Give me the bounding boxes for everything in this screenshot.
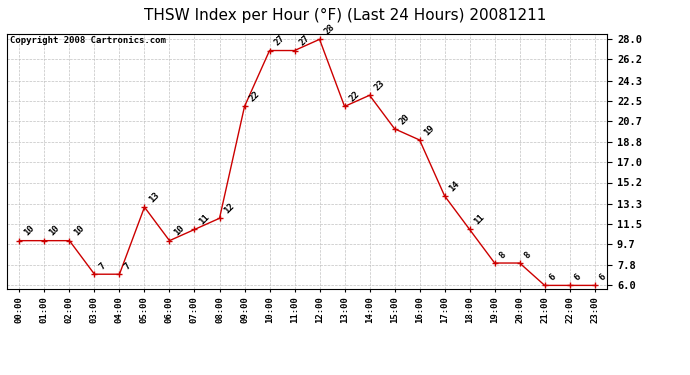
Text: 10: 10 [22, 224, 36, 238]
Text: 28: 28 [322, 22, 336, 37]
Text: 6: 6 [598, 273, 608, 283]
Text: THSW Index per Hour (°F) (Last 24 Hours) 20081211: THSW Index per Hour (°F) (Last 24 Hours)… [144, 8, 546, 22]
Text: 27: 27 [273, 34, 286, 48]
Text: 20: 20 [397, 112, 411, 126]
Text: 8: 8 [522, 250, 533, 260]
Text: 7: 7 [97, 261, 108, 272]
Text: 8: 8 [497, 250, 508, 260]
Text: 27: 27 [297, 34, 311, 48]
Text: 10: 10 [172, 224, 186, 238]
Text: 6: 6 [547, 273, 558, 283]
Text: 10: 10 [47, 224, 61, 238]
Text: 13: 13 [147, 190, 161, 204]
Text: 12: 12 [222, 201, 236, 216]
Text: 23: 23 [373, 78, 386, 93]
Text: 22: 22 [347, 90, 362, 104]
Text: 14: 14 [447, 179, 462, 193]
Text: 11: 11 [197, 213, 211, 227]
Text: Copyright 2008 Cartronics.com: Copyright 2008 Cartronics.com [10, 36, 166, 45]
Text: 11: 11 [473, 213, 486, 227]
Text: 7: 7 [122, 261, 132, 272]
Text: 19: 19 [422, 123, 436, 137]
Text: 6: 6 [573, 273, 582, 283]
Text: 22: 22 [247, 90, 262, 104]
Text: 10: 10 [72, 224, 86, 238]
